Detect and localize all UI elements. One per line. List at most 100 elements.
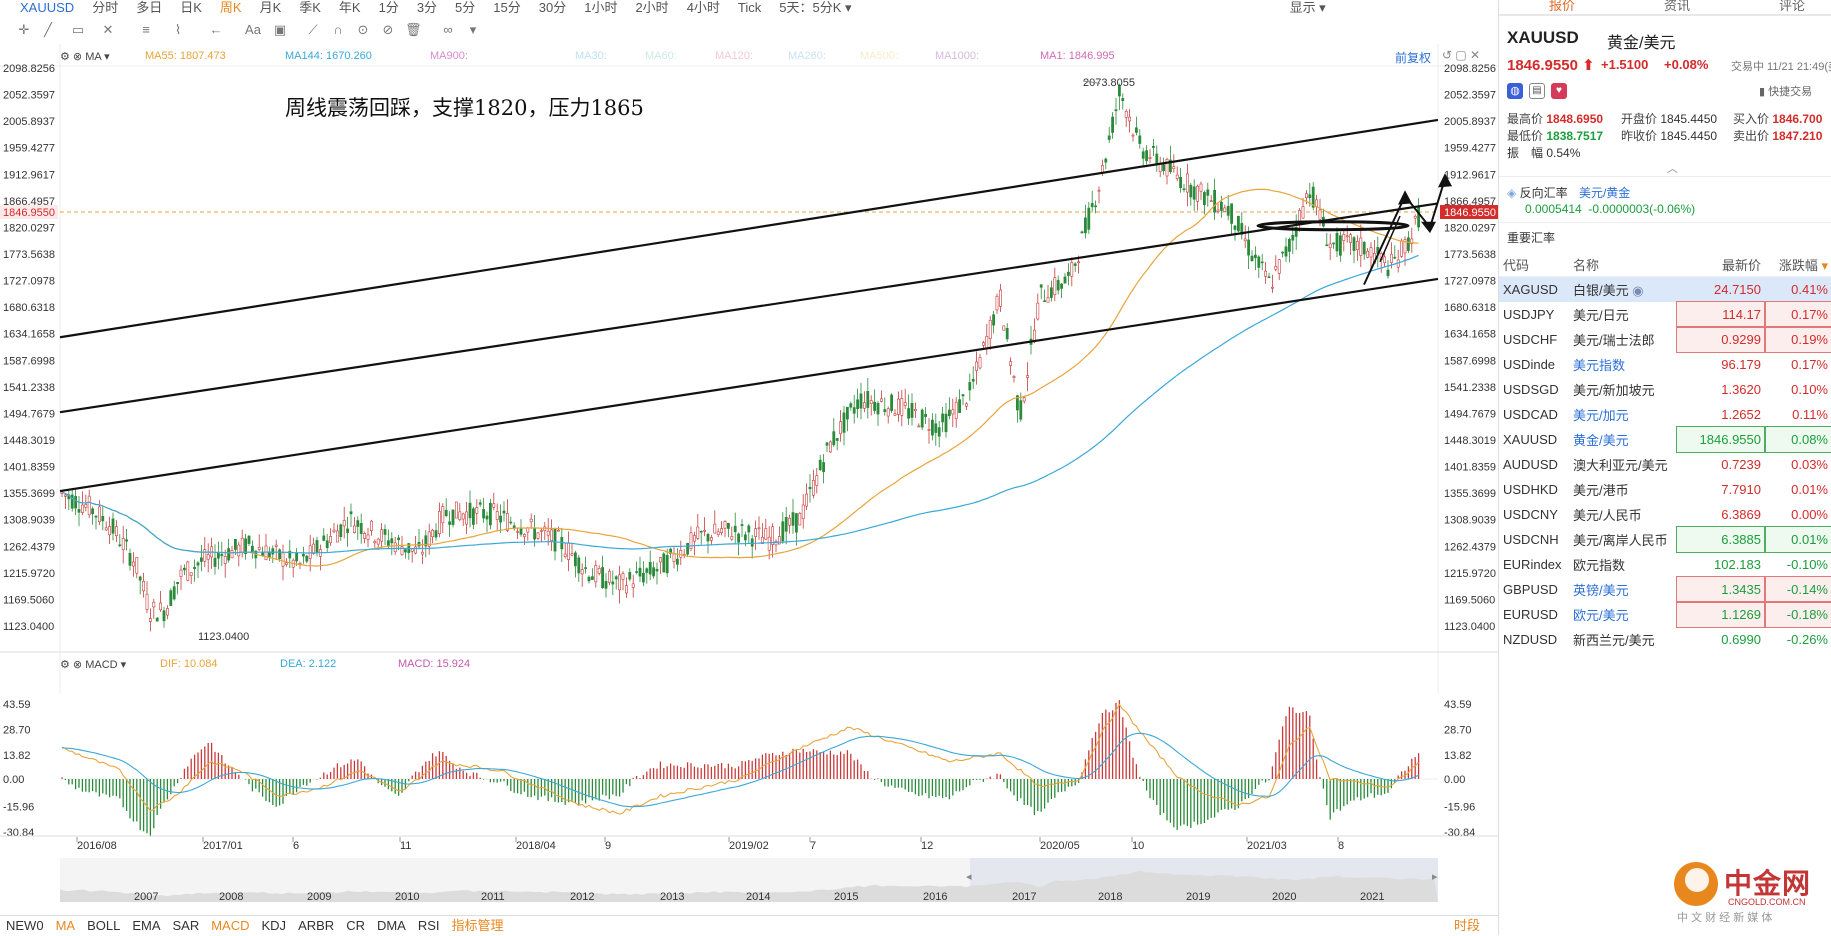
- table-row[interactable]: USDSGD 美元/新加坡元 1.3620 0.10%: [1499, 377, 1831, 402]
- macd-legend-indicator[interactable]: ⚙ ⊗ MACD ▾: [60, 659, 127, 671]
- table-row[interactable]: USDinde 美元指数 96.179 0.17%: [1499, 352, 1831, 377]
- tab-news[interactable]: 资讯: [1664, 0, 1691, 13]
- link-icon[interactable]: ∞: [443, 22, 453, 37]
- eye-icon[interactable]: ◉: [1628, 283, 1644, 298]
- navigator-year: 2015: [834, 891, 858, 903]
- table-row[interactable]: USDCNY 美元/人民币 6.3869 0.00%: [1499, 502, 1831, 527]
- drawing-toolbar: ✛ ╱ ▭ ✕ ≡ ⌇ ← Aa ▣ ⟋ ∩ ⊙ ⊘ 🗑 ∞ ▾: [0, 18, 1498, 45]
- pattern-tool-icon[interactable]: ⌇: [174, 22, 182, 37]
- period-5[interactable]: 季K: [299, 0, 321, 14]
- session-button[interactable]: 时段: [1453, 918, 1480, 933]
- display-menu[interactable]: 显示 ▾: [1289, 0, 1326, 14]
- ma-legend-indicator[interactable]: ⚙ ⊗ MA ▾: [60, 51, 110, 63]
- current-price-left: 1846.9550: [3, 207, 55, 219]
- chart-area[interactable]: 2098.8256 2098.8256 2052.3597 2052.3597 2005…: [0, 44, 1498, 914]
- candle-body: [665, 555, 669, 574]
- indicator-ema[interactable]: EMA: [132, 918, 161, 933]
- trash-icon[interactable]: 🗑: [405, 22, 422, 37]
- macd-tick-left: 28.70: [3, 725, 31, 737]
- cursor-icon[interactable]: ✛: [18, 22, 30, 37]
- candle-body: [81, 504, 84, 513]
- indicator-macd[interactable]: MACD: [211, 918, 250, 933]
- quick-trade-button[interactable]: ▮ 快捷交易: [1759, 86, 1813, 98]
- table-row[interactable]: USDCNH 美元/离岸人民币 6.3885 0.01%: [1499, 526, 1831, 553]
- candle-body: [264, 545, 268, 561]
- candle-body: [692, 535, 696, 542]
- range-select[interactable]: 5天：5分K ▾: [779, 0, 852, 14]
- indicator-ma[interactable]: MA: [55, 918, 76, 933]
- col-name[interactable]: 名称: [1569, 252, 1677, 277]
- lock-icon[interactable]: ⊙: [357, 22, 369, 37]
- candle-body: [1046, 297, 1050, 303]
- col-price[interactable]: 最新价: [1677, 252, 1765, 277]
- adjust-toggle[interactable]: 前复权: [1395, 51, 1432, 65]
- indicator-arbr[interactable]: ARBR: [298, 918, 335, 933]
- candle-body: [189, 572, 193, 576]
- quote-tabs: 报价 资讯 评论: [1499, 0, 1831, 16]
- period-11[interactable]: 30分: [538, 0, 567, 14]
- hide-icon[interactable]: ⊘: [382, 22, 394, 37]
- table-row[interactable]: USDCAD 美元/加元 1.2652 0.11%: [1499, 402, 1831, 427]
- line-tool-icon[interactable]: ╱: [44, 22, 52, 37]
- period-3[interactable]: 周K: [219, 0, 242, 14]
- indicator-指标管理[interactable]: 指标管理: [451, 918, 504, 933]
- indicator-kdj[interactable]: KDJ: [261, 918, 287, 933]
- period-2[interactable]: 日K: [180, 0, 202, 14]
- navigator-handle-left-icon[interactable]: ◂: [966, 871, 972, 883]
- text-tool-icon[interactable]: Aa: [245, 22, 261, 37]
- table-row[interactable]: XAUUSD 黄金/美元 1846.9550 0.08%: [1499, 426, 1831, 453]
- table-row[interactable]: NZDUSD 新西兰元/美元 0.6990 -0.26%: [1499, 627, 1831, 652]
- indicator-cr[interactable]: CR: [346, 918, 365, 933]
- favorite-icon[interactable]: ♥: [1551, 83, 1567, 99]
- ruler-icon[interactable]: ⟋: [308, 22, 318, 37]
- period-0[interactable]: 分时: [92, 0, 119, 14]
- tab-quotes[interactable]: 报价: [1549, 0, 1576, 13]
- period-4[interactable]: 月K: [259, 0, 282, 14]
- indicator-new0[interactable]: NEW0: [6, 918, 44, 933]
- candle-body: [900, 398, 904, 416]
- period-12[interactable]: 1小时: [584, 0, 618, 14]
- chart-window-controls[interactable]: ↺ ▢ ✕: [1442, 48, 1481, 62]
- col-change[interactable]: 涨跌幅 ▾: [1765, 252, 1831, 277]
- period-6[interactable]: 年K: [338, 0, 361, 14]
- symbol-label[interactable]: XAUUSD: [20, 0, 75, 14]
- table-row[interactable]: USDJPY 美元/日元 114.17 0.17%: [1499, 301, 1831, 328]
- navigator-handle-right-icon[interactable]: ▸: [1432, 871, 1438, 883]
- col-code[interactable]: 代码: [1499, 252, 1569, 277]
- candle-body: [835, 438, 839, 441]
- globe-icon[interactable]: ◍: [1507, 83, 1523, 99]
- price-tick-left: 1123.0400: [3, 621, 54, 633]
- table-row[interactable]: GBPUSD 英镑/美元 1.3435 -0.14%: [1499, 576, 1831, 603]
- period-7[interactable]: 1分: [378, 0, 399, 14]
- indicator-rsi[interactable]: RSI: [417, 918, 440, 933]
- collapse-icon[interactable]: ︿: [1667, 163, 1678, 175]
- magnet-icon[interactable]: ∩: [333, 22, 343, 37]
- arrow-tool-icon[interactable]: ←: [209, 22, 223, 37]
- period-1[interactable]: 多日: [136, 0, 163, 14]
- indicator-dma[interactable]: DMA: [376, 918, 406, 933]
- table-row[interactable]: EURUSD 欧元/美元 1.1269 -0.18%: [1499, 601, 1831, 628]
- indicator-boll[interactable]: BOLL: [87, 918, 121, 933]
- settings-icon[interactable]: ▾: [469, 22, 477, 37]
- candle-body: [1084, 217, 1087, 234]
- tab-comments[interactable]: 评论: [1779, 0, 1806, 13]
- image-tool-icon[interactable]: ▣: [273, 22, 287, 37]
- period-14[interactable]: 4小时: [686, 0, 720, 14]
- period-13[interactable]: 2小时: [635, 0, 669, 14]
- period-10[interactable]: 15分: [493, 0, 521, 14]
- kline-chart[interactable]: 2098.8256 2098.8256 2052.3597 2052.3597 2005…: [0, 44, 1498, 914]
- period-15[interactable]: Tick: [737, 0, 762, 14]
- indicator-sar[interactable]: SAR: [172, 918, 200, 933]
- table-row[interactable]: EURindex 欧元指数 102.183 -0.10%: [1499, 552, 1831, 577]
- candle-body: [1413, 215, 1417, 219]
- calendar-icon[interactable]: ▤: [1529, 83, 1545, 99]
- table-row[interactable]: AUDUSD 澳大利亚元/美元 0.7239 0.03%: [1499, 452, 1831, 477]
- table-row[interactable]: XAGUSD 白银/美元 ◉ 24.7150 0.41%: [1499, 276, 1831, 302]
- fib-tool-icon[interactable]: ✕: [102, 22, 114, 37]
- table-row[interactable]: USDCHF 美元/瑞士法郎 0.9299 0.19%: [1499, 326, 1831, 353]
- period-8[interactable]: 3分: [416, 0, 438, 14]
- shape-tool-icon[interactable]: ▭: [71, 22, 85, 37]
- table-row[interactable]: USDHKD 美元/港币 7.7910 0.01%: [1499, 477, 1831, 502]
- period-9[interactable]: 5分: [455, 0, 476, 14]
- channel-tool-icon[interactable]: ≡: [142, 22, 150, 37]
